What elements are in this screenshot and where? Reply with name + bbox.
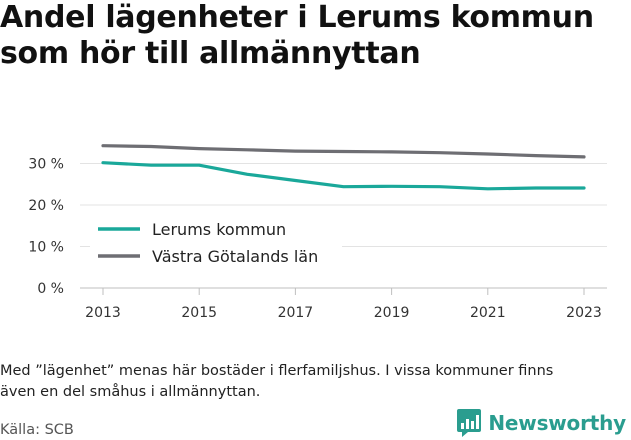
source-label: Källa: SCB [0, 422, 74, 438]
legend-label: Lerums kommun [152, 220, 286, 239]
y-tick-label: 30 % [28, 157, 64, 173]
brand-name: Newsworthy [488, 411, 626, 435]
footnote-line-2: även en del småhus i allmännyttan. [0, 384, 261, 400]
x-tick-label: 2023 [566, 305, 602, 321]
footnote-line-1: Med ”lägenhet” menas här bostäder i fler… [0, 363, 554, 379]
x-tick-label: 2021 [470, 305, 506, 321]
series-line-v-stra-g-talands-l-n [101, 144, 586, 159]
line-chart: 0 % 10 % 20 % 30 % 2013 2015 2017 2019 2021 2023 L… [28, 144, 607, 321]
brand-logo: Newsworthy [456, 408, 626, 438]
newsworthy-logo-icon [457, 409, 482, 437]
y-tick-label: 10 % [28, 240, 64, 256]
x-tick-label: 2013 [85, 305, 121, 321]
x-tick-label: 2017 [278, 305, 314, 321]
y-tick-label: 20 % [28, 198, 64, 214]
legend-label: Västra Götalands län [152, 247, 318, 266]
x-tick-label: 2019 [374, 305, 410, 321]
footnote: Med ”lägenhet” menas här bostäder i fler… [0, 361, 625, 403]
legend-background [90, 214, 342, 270]
chart-title: Andel lägenheter i Lerums kommun som hör… [0, 0, 625, 72]
title-line-1: Andel lägenheter i Lerums kommun [0, 0, 594, 35]
y-tick-label: 0 % [37, 281, 64, 297]
title-line-2: som hör till allmännyttan [0, 36, 421, 71]
x-tick-label: 2015 [181, 305, 217, 321]
series-line-lerums-kommun [101, 161, 586, 191]
